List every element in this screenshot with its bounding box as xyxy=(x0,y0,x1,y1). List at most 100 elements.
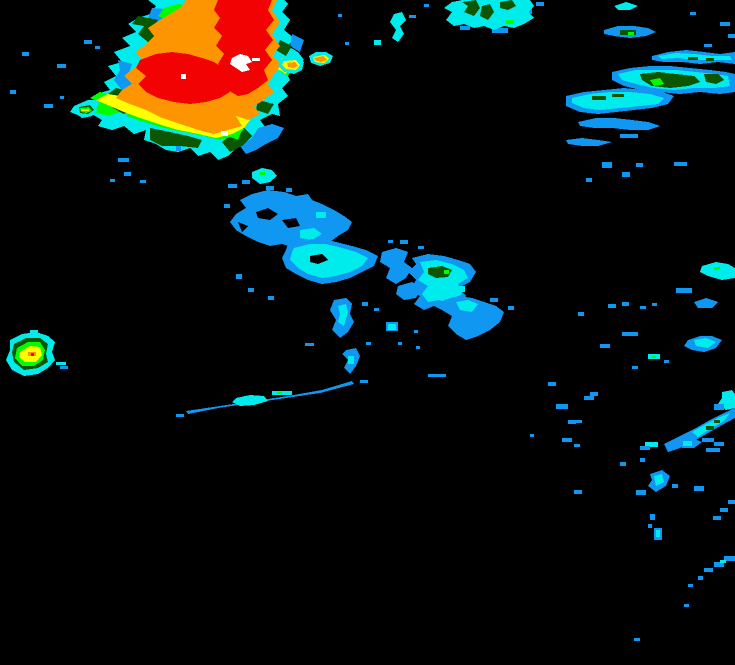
southeast-streaks-cluster-blue-echo xyxy=(702,438,714,442)
east-scattered-echoes-blue-echo xyxy=(578,312,584,316)
northeast-band-system-blue-echo xyxy=(622,172,630,177)
central-echo-mass-blue-echo xyxy=(286,188,292,192)
north-center-cluster-blue-echo xyxy=(338,14,342,17)
west-isolated-cell-red-echo xyxy=(31,353,34,356)
east-scattered-echoes-blue-echo xyxy=(568,420,576,424)
southeast-streaks-cluster-blue-echo xyxy=(704,568,713,572)
south-center-blobs xyxy=(330,298,420,374)
north-center-cluster-cyan-echo xyxy=(374,40,381,45)
west-scattered-specks-blue-echo xyxy=(242,180,250,184)
east-scattered-echoes-blue-echo xyxy=(714,404,724,410)
west-isolated-cell xyxy=(6,330,68,376)
central-southeast-cluster-blue-echo xyxy=(396,282,422,300)
west-scattered-specks-blue-echo xyxy=(110,179,115,182)
southeast-streaks-cluster-blue-echo xyxy=(640,446,650,450)
central-southeast-cluster-blue-echo xyxy=(380,248,412,284)
northeast-band-system-blue-echo xyxy=(720,22,730,26)
southeast-streaks-cluster-cyan-echo xyxy=(683,441,692,446)
central-southeast-cluster-cyan-echo xyxy=(455,286,465,292)
north-center-cluster-cyan-echo xyxy=(390,12,406,42)
west-scattered-specks-blue-echo xyxy=(84,40,92,44)
central-cyan-band-blue-echo xyxy=(268,296,274,300)
east-scattered-echoes-blue-echo xyxy=(640,306,646,309)
north-center-cluster xyxy=(338,0,544,45)
southeast-streaks-cluster-blue-echo xyxy=(728,500,735,504)
north-center-cluster-green-echo xyxy=(506,20,514,24)
northeast-band-system-blue-echo xyxy=(620,134,638,138)
east-scattered-echoes-blue-echo xyxy=(600,344,610,348)
west-isolated-cell-blue-echo xyxy=(60,366,68,369)
southeast-streaks-cluster-cyan-echo xyxy=(645,442,658,447)
storm-flank-cells xyxy=(278,52,333,74)
east-central-cluster-blue-echo xyxy=(490,298,498,302)
east-scattered-echoes-blue-echo xyxy=(632,366,638,369)
north-center-cluster-blue-echo xyxy=(536,2,544,6)
supercell-storm-darkgreen-echo xyxy=(132,16,160,42)
north-center-cluster-blue-echo xyxy=(492,28,508,33)
east-scattered-echoes-blue-echo xyxy=(562,438,572,442)
west-scattered-specks-blue-echo xyxy=(124,172,131,176)
east-scattered-echoes-cyan-echo xyxy=(694,338,716,348)
southeast-streaks-cluster xyxy=(620,408,735,641)
central-southeast-cluster xyxy=(380,240,476,312)
central-echo-mass-cyan-echo xyxy=(316,212,326,218)
south-center-blobs-blue-echo xyxy=(366,342,371,345)
supercell-storm-blue-echo xyxy=(240,124,284,154)
northeast-band-system-blue-echo xyxy=(704,44,712,47)
southeast-streaks-cluster-blue-echo xyxy=(634,638,640,641)
east-scattered-echoes-blue-echo xyxy=(556,404,568,409)
east-central-cluster-blue-echo xyxy=(508,306,514,310)
northeast-band-system-darkgreen-echo xyxy=(704,74,724,84)
central-cyan-band-black-echo xyxy=(310,254,328,264)
northeast-band-system-green-echo xyxy=(650,78,664,86)
east-scattered-echoes-blue-echo xyxy=(608,304,616,308)
south-center-blobs-blue-echo xyxy=(414,330,418,333)
central-cyan-band xyxy=(236,238,378,346)
south-center-blobs-blue-echo xyxy=(398,342,402,345)
west-isolated-cell-cyan-echo xyxy=(30,330,38,333)
west-scattered-specks-cyan-echo xyxy=(252,168,277,184)
southeast-streaks-cluster-blue-echo xyxy=(713,516,721,520)
storm-flank-cells-orange-echo xyxy=(287,62,298,68)
central-cyan-band-cyan-echo xyxy=(290,244,368,278)
southeast-streaks-cluster-cyan-echo xyxy=(720,560,726,563)
east-scattered-echoes-cyan-echo xyxy=(700,262,735,280)
southeast-streaks-cluster-blue-echo xyxy=(706,448,720,452)
northeast-band-system-blue-echo xyxy=(602,162,612,168)
east-scattered-echoes-blue-echo xyxy=(590,392,598,396)
supercell-storm-darkgreen-echo xyxy=(256,100,274,114)
southeast-streaks-cluster-blue-echo xyxy=(636,490,646,495)
southeast-streaks-cluster-darkgreen-echo xyxy=(706,426,714,430)
supercell-storm-white-echo xyxy=(181,74,186,79)
north-center-cluster-darkgreen-echo xyxy=(480,4,494,20)
west-scattered-specks-blue-echo xyxy=(266,186,274,190)
southeast-streaks-cluster-blue-echo xyxy=(698,576,703,580)
west-isolated-cell-cyan-echo xyxy=(56,362,66,365)
central-southeast-cluster-green-echo xyxy=(444,270,449,274)
thin-diagonal-streak-green-echo xyxy=(277,392,282,394)
east-scattered-echoes-blue-echo xyxy=(530,434,534,437)
north-center-cluster-blue-echo xyxy=(409,15,416,18)
central-cyan-band-blue-echo xyxy=(236,274,242,279)
northeast-band-system-blue-echo xyxy=(566,138,612,146)
west-scattered-specks-blue-echo xyxy=(44,104,53,108)
northeast-band-system-blue-echo xyxy=(578,118,660,130)
east-scattered-echoes-green-echo xyxy=(652,356,656,358)
southeast-streaks-cluster-blue-echo xyxy=(650,514,655,520)
central-southeast-cluster-darkgreen-echo xyxy=(428,266,452,278)
central-echo-mass-blue-echo xyxy=(224,204,230,208)
southeast-streaks-cluster-blue-echo xyxy=(620,462,626,466)
northeast-band-system-blue-echo xyxy=(690,12,696,15)
storm-west-crescent-yellow-echo xyxy=(81,109,89,111)
storm-flank-cells-orange-echo xyxy=(314,56,327,62)
central-echo-mass-black-echo xyxy=(238,222,248,232)
central-southeast-cluster-blue-echo xyxy=(400,240,408,244)
northeast-band-system-cyan-echo xyxy=(614,2,638,10)
southeast-streaks-cluster-blue-echo xyxy=(684,604,689,607)
east-scattered-echoes-blue-echo xyxy=(676,288,692,293)
central-echo-mass-black-echo xyxy=(256,208,278,220)
east-scattered-echoes-green-echo xyxy=(714,267,720,270)
northeast-band-system xyxy=(566,2,735,182)
southeast-streaks-cluster-blue-echo xyxy=(714,562,724,567)
south-center-blobs-blue-echo xyxy=(374,308,379,311)
